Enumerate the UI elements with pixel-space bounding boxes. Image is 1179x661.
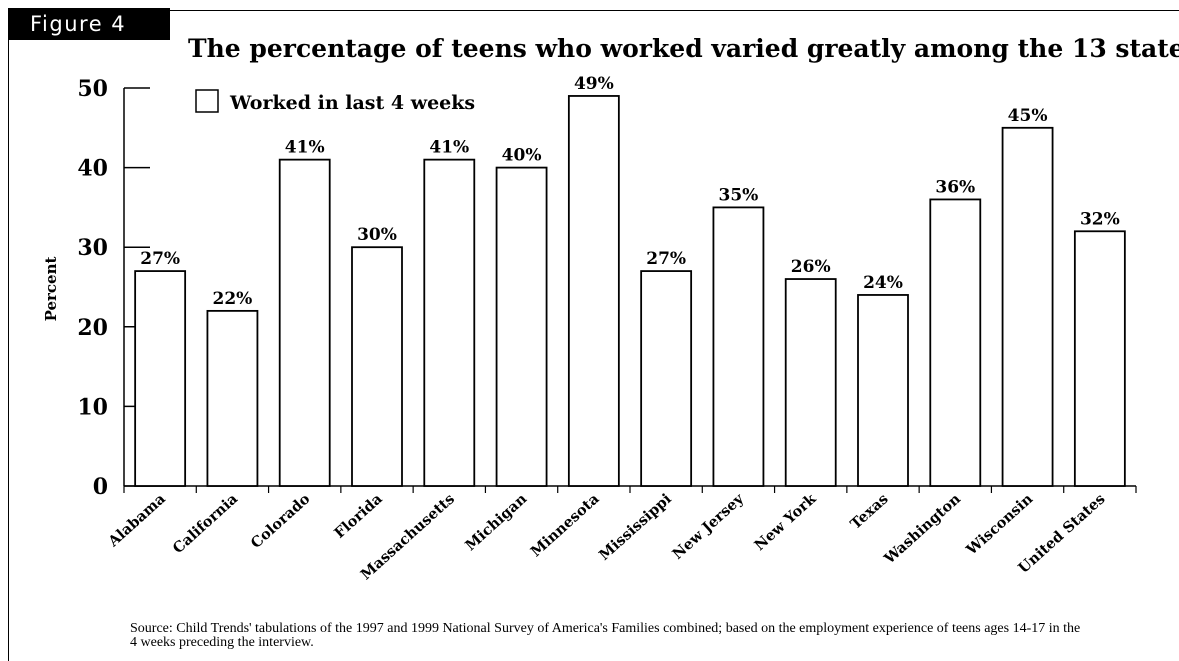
bar-value-label: 27%	[646, 249, 686, 269]
y-tick-label: 0	[93, 474, 108, 500]
y-tick-label: 30	[77, 235, 108, 261]
x-tick-label: Florida	[331, 490, 386, 542]
bar	[784, 278, 837, 487]
top-border-rule	[170, 10, 1179, 11]
bar	[929, 198, 982, 487]
source-note: Source: Child Trends' tabulations of the…	[130, 621, 1081, 650]
y-tick-label: 20	[77, 315, 108, 341]
x-tick-label: Washington	[880, 490, 964, 568]
chart-bars: 27% 22% 41% 30% 41% 40% 49% 27% 35% 26% 24% 36% 45% 3…	[134, 74, 1126, 487]
bar	[351, 246, 403, 487]
y-tick-label: 50	[77, 76, 108, 102]
x-tick-label: Mississippi	[596, 490, 675, 564]
bar	[640, 270, 693, 487]
y-tick-label: 10	[77, 394, 108, 420]
bar-value-label: 41%	[429, 138, 469, 158]
bar	[567, 95, 620, 487]
bar	[1073, 230, 1126, 487]
bar-value-label: 40%	[502, 146, 542, 166]
x-tick-label: New Jersey	[669, 490, 747, 563]
x-tick-label: New York	[751, 490, 820, 554]
bar-value-label: 36%	[935, 177, 975, 197]
bar	[1001, 126, 1054, 487]
x-tick-label: Michigan	[462, 490, 531, 554]
figure-label: Figure 4	[8, 8, 170, 40]
x-tick-label: Texas	[847, 490, 891, 532]
bar	[206, 309, 259, 487]
bar	[712, 206, 765, 487]
bar	[134, 270, 187, 487]
bar-value-label: 24%	[863, 273, 903, 293]
y-tick-label: 40	[77, 156, 108, 182]
bar-value-label: 35%	[719, 185, 759, 205]
bar	[857, 294, 909, 487]
chart-legend: Worked in last 4 weeks	[195, 89, 475, 114]
bar	[423, 158, 476, 487]
bar-value-label: 22%	[213, 289, 253, 309]
chart-title: The percentage of teens who worked varie…	[188, 34, 1179, 63]
x-tick-label: Minnesota	[527, 490, 603, 560]
bar-value-label: 30%	[357, 225, 397, 245]
y-axis-label: Percent	[42, 257, 60, 322]
left-border-rule	[8, 40, 9, 661]
bar-value-label: 27%	[140, 249, 180, 269]
bar-value-label: 45%	[1008, 106, 1048, 126]
bar	[495, 166, 548, 487]
x-tick-label: Alabama	[104, 490, 169, 551]
bar-value-label: 41%	[285, 138, 325, 158]
bar-value-label: 32%	[1080, 209, 1120, 229]
bar-value-label: 26%	[791, 257, 831, 277]
x-tick-label: Colorado	[248, 490, 314, 552]
legend-label: Worked in last 4 weeks	[229, 92, 475, 114]
legend-swatch	[195, 89, 219, 113]
bar	[278, 158, 331, 487]
x-tick-label: Wisconsin	[962, 490, 1036, 559]
x-tick-label: California	[170, 490, 242, 557]
bar-value-label: 49%	[574, 74, 614, 94]
